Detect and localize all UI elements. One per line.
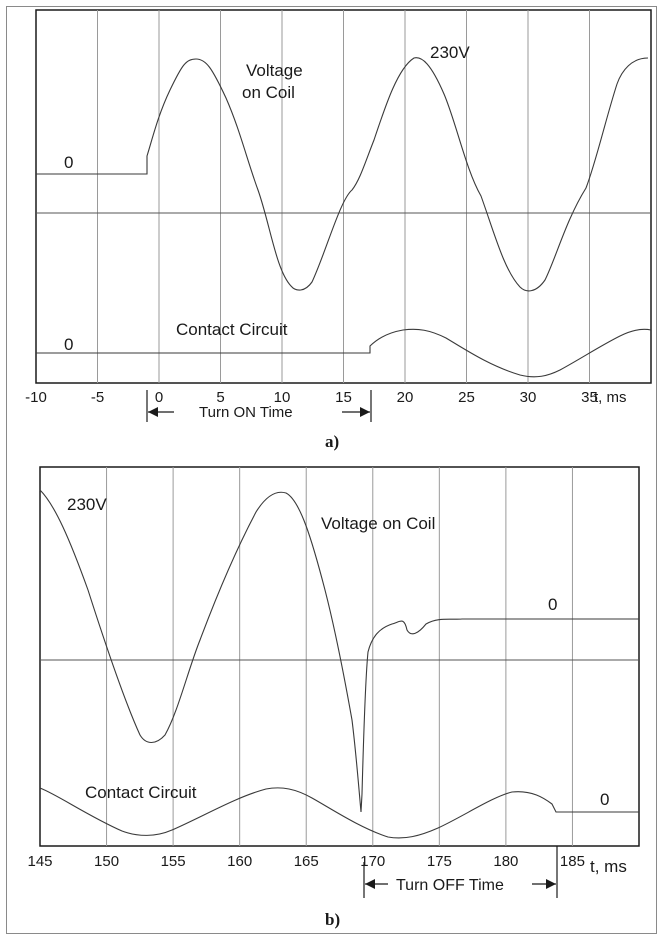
panel-a-interval-label: Turn ON Time <box>199 404 293 421</box>
panel-b-tick-label: 170 <box>360 853 385 870</box>
panel-a-interval-left-arrowhead <box>148 407 158 417</box>
panel-a-tick-label: 0 <box>155 389 163 406</box>
panel-a-tick-label: 15 <box>335 389 352 406</box>
panel-a-tick-labels: -10 -5 0 5 10 15 20 25 30 35 <box>25 389 598 406</box>
panel-a-tick-label: 25 <box>458 389 475 406</box>
panel-a-coil-label-line2: on Coil <box>242 83 295 102</box>
panel-b-coil-voltage-trace <box>39 489 639 813</box>
panel-b-tick-label: 175 <box>427 853 452 870</box>
panel-b-x-axis-label: t, ms <box>590 857 627 876</box>
panel-b-tick-label: 180 <box>493 853 518 870</box>
panel-a-coil-label-line1: Voltage <box>246 61 303 80</box>
figure-frame <box>6 6 657 934</box>
panel-a-tick-label: 30 <box>520 389 537 406</box>
panel-a-tick-label: 10 <box>274 389 291 406</box>
panel-b-contact-label: Contact Circuit <box>85 783 197 802</box>
panel-a-x-axis-label: t, ms <box>594 389 627 406</box>
panel-a-interval-right-arrowhead <box>360 407 370 417</box>
panel-a-interval-marker: Turn ON Time <box>146 390 372 422</box>
panel-b-peak-label: 230V <box>67 495 107 514</box>
panel-a-peak-label: 230V <box>430 43 470 62</box>
panel-b-tick-label: 185 <box>560 853 585 870</box>
panel-a-tick-label: -5 <box>91 389 104 406</box>
panel-b-tick-label: 155 <box>161 853 186 870</box>
panel-b-contact-zero-label: 0 <box>600 790 609 809</box>
panel-b-coil-zero-label: 0 <box>548 595 557 614</box>
panel-b-interval-left-arrowhead <box>365 879 375 889</box>
panel-a-contact-zero-label: 0 <box>64 335 73 354</box>
panel-a-contact-label: Contact Circuit <box>176 320 288 339</box>
panel-a: 0 230V Voltage on Coil Contact Circuit 0… <box>25 9 652 451</box>
panel-a-tick-label: 20 <box>397 389 414 406</box>
panel-b-contact-circuit-trace <box>39 787 639 839</box>
panel-a-coil-zero-label: 0 <box>64 153 73 172</box>
panel-b: 230V Voltage on Coil 0 Contact Circuit 0… <box>27 466 640 929</box>
panel-a-tick-label: 35 <box>581 389 598 406</box>
panel-b-tick-label: 150 <box>94 853 119 870</box>
panel-b-tick-label: 145 <box>27 853 52 870</box>
panel-a-tick-label: -10 <box>25 389 47 406</box>
panel-b-caption: b) <box>325 910 340 929</box>
panel-a-contact-circuit-trace <box>36 328 652 378</box>
panel-b-interval-label: Turn OFF Time <box>396 877 504 894</box>
panel-a-coil-voltage-trace <box>36 57 649 292</box>
panel-b-interval-right-arrowhead <box>546 879 556 889</box>
panel-b-tick-label: 160 <box>227 853 252 870</box>
panel-b-grid <box>106 467 573 846</box>
panel-b-tick-labels: 145 150 155 160 165 170 175 180 185 <box>27 853 584 870</box>
panel-a-grid <box>97 10 590 383</box>
panel-a-caption: a) <box>325 432 339 451</box>
panel-b-tick-label: 165 <box>294 853 319 870</box>
panel-b-interval-marker: Turn OFF Time <box>363 846 558 898</box>
panel-a-tick-label: 5 <box>216 389 224 406</box>
panel-b-coil-label: Voltage on Coil <box>321 514 435 533</box>
